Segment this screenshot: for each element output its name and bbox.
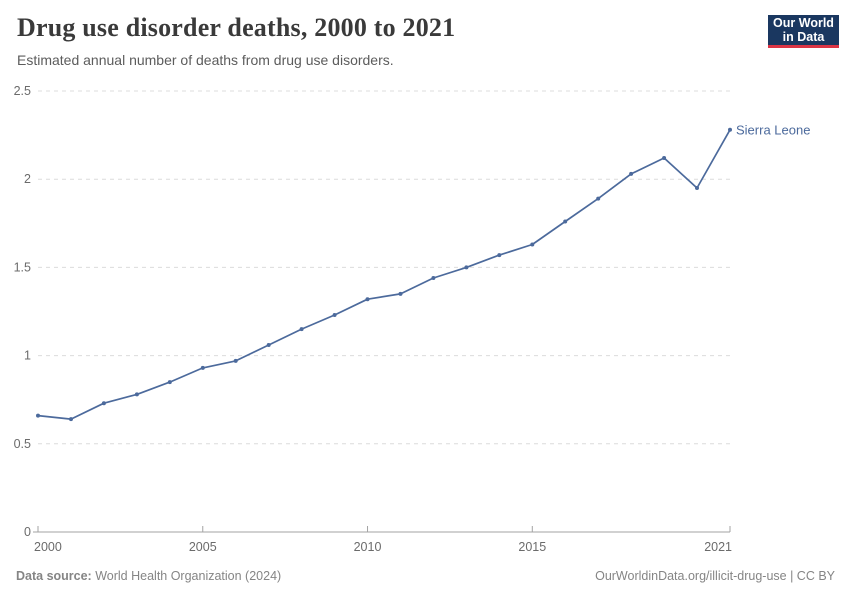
data-point-marker [167, 380, 172, 385]
data-source: Data source: World Health Organization (… [16, 569, 281, 583]
data-point-marker [563, 219, 568, 224]
x-axis-tick-label: 2005 [189, 540, 217, 554]
y-axis-tick-label: 0.5 [14, 437, 31, 451]
x-axis-tick-label: 2021 [704, 540, 732, 554]
data-point-marker [266, 343, 271, 347]
logo-text-line2: in Data [782, 30, 825, 44]
page-title: Drug use disorder deaths, 2000 to 2021 [17, 13, 456, 42]
data-point-marker [365, 297, 370, 302]
series-entity-label: Sierra Leone [736, 122, 810, 137]
data-point-marker [497, 253, 502, 258]
data-point-marker [36, 413, 40, 418]
data-point-marker [69, 417, 73, 422]
chart-subtitle: Estimated annual number of deaths from d… [17, 52, 394, 68]
data-point-marker [464, 265, 469, 270]
data-point-marker [332, 313, 337, 317]
data-point-marker [596, 196, 601, 201]
logo-text-line1: Our World [773, 16, 834, 30]
x-axis-tick-label: 2000 [34, 540, 62, 554]
data-point-marker [101, 401, 106, 406]
data-point-marker [728, 127, 732, 132]
data-point-marker [134, 392, 139, 397]
data-point-marker [200, 365, 205, 370]
data-point-marker [299, 327, 304, 332]
data-source-label: Data source: [16, 569, 92, 583]
owid-logo[interactable]: Our World in Data [768, 15, 839, 48]
x-axis-tick-label: 2010 [354, 540, 382, 554]
data-point-marker [629, 171, 634, 176]
data-point-marker [662, 156, 667, 160]
x-axis-tick-label: 2015 [518, 540, 546, 554]
series-line [37, 128, 731, 420]
data-point-marker [233, 358, 238, 363]
y-axis-tick-label: 1 [24, 349, 31, 363]
data-point-marker [695, 186, 699, 190]
y-axis-tick-label: 0 [24, 525, 31, 539]
attribution-link[interactable]: OurWorldinData.org/illicit-drug-use | CC… [595, 569, 835, 583]
chart-footer: Data source: World Health Organization (… [16, 569, 835, 583]
data-point-marker [530, 242, 535, 247]
data-source-value: World Health Organization (2024) [95, 569, 282, 583]
data-point-marker [398, 291, 403, 296]
y-axis-tick-label: 2.5 [14, 84, 31, 98]
data-point-marker [431, 276, 436, 280]
y-axis-tick-label: 1.5 [14, 260, 31, 274]
y-axis-tick-label: 2 [24, 172, 31, 186]
